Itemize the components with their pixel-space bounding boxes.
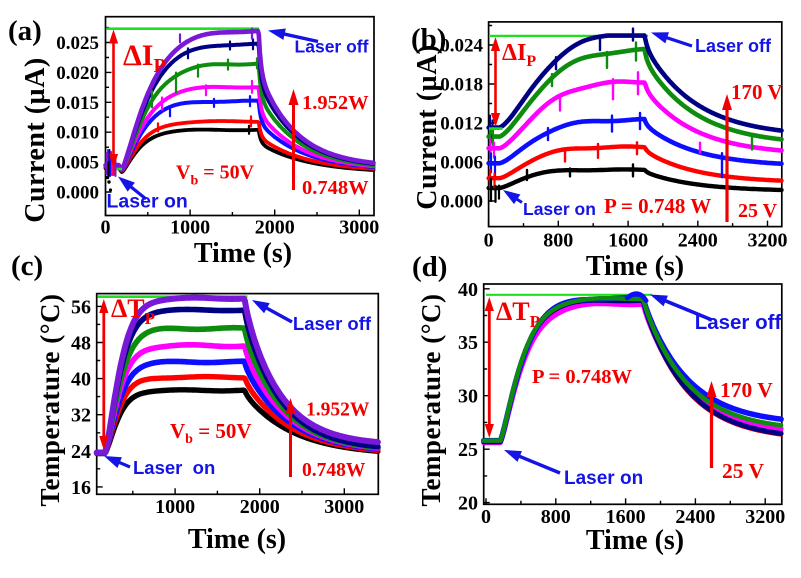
svg-text:Laser off: Laser off [293,313,372,334]
svg-text:Temperature (°C): Temperature (°C) [416,293,446,506]
svg-text:1600: 1600 [608,230,648,252]
svg-text:2400: 2400 [675,506,715,528]
svg-text:0: 0 [484,230,494,252]
svg-text:Laser on: Laser on [523,199,596,219]
svg-text:1000: 1000 [170,217,210,239]
svg-text:0.748W: 0.748W [302,177,369,199]
svg-text:P = 0.748 W: P = 0.748 W [604,194,711,218]
svg-text:Current (µA): Current (µA) [412,44,443,209]
svg-text:Laser on: Laser on [107,191,188,213]
svg-text:3000: 3000 [339,217,379,239]
svg-text:ΔIP: ΔIP [123,39,166,77]
svg-text:0: 0 [101,217,111,239]
svg-text:0.020: 0.020 [56,63,99,84]
svg-text:0.000: 0.000 [440,192,483,213]
svg-text:0.010: 0.010 [56,123,99,144]
svg-text:0.012: 0.012 [440,114,483,135]
svg-text:2000: 2000 [240,496,280,518]
svg-text:20: 20 [458,493,478,515]
svg-text:0.025: 0.025 [56,33,99,54]
svg-text:Laser on: Laser on [564,468,643,489]
svg-text:Time (s): Time (s) [188,524,286,555]
svg-text:56: 56 [71,296,91,318]
svg-text:170 V: 170 V [720,378,773,402]
svg-text:1000: 1000 [155,496,195,518]
svg-text:Temperature (°C): Temperature (°C) [35,293,65,506]
svg-text:Current (µA): Current (µA) [20,57,51,222]
svg-text:0.000: 0.000 [56,183,99,204]
svg-text:1.952W: 1.952W [302,92,369,114]
svg-text:25 V: 25 V [738,200,778,222]
svg-text:(a): (a) [8,15,42,47]
svg-text:3200: 3200 [745,506,785,528]
svg-text:P = 0.748W: P = 0.748W [532,366,632,388]
svg-text:0.018: 0.018 [440,75,483,96]
svg-text:40: 40 [71,369,91,391]
svg-text:1.952W: 1.952W [306,400,370,421]
svg-text:0.005: 0.005 [56,153,99,174]
svg-text:0.015: 0.015 [56,93,99,114]
svg-text:(b): (b) [411,23,446,55]
svg-text:25 V: 25 V [722,459,764,483]
svg-text:Laser off: Laser off [695,36,772,56]
svg-text:170 V: 170 V [731,80,783,104]
svg-text:3200: 3200 [748,230,788,252]
svg-text:2400: 2400 [678,230,718,252]
svg-text:2000: 2000 [255,217,295,239]
svg-text:3000: 3000 [324,496,364,518]
svg-text:48: 48 [71,333,91,355]
svg-text:Laser off: Laser off [695,311,782,334]
svg-text:35: 35 [458,332,478,354]
svg-text:Laser off: Laser off [295,37,369,57]
svg-text:800: 800 [543,230,573,252]
svg-text:Time (s): Time (s) [586,525,684,556]
svg-text:(d): (d) [412,251,447,283]
svg-text:Laser on: Laser on [133,457,215,478]
svg-text:30: 30 [458,386,478,408]
svg-text:1600: 1600 [606,506,646,528]
svg-text:32: 32 [71,405,91,427]
svg-text:24: 24 [71,441,91,463]
svg-text:0.024: 0.024 [440,36,483,57]
svg-text:(c): (c) [11,250,43,282]
svg-text:800: 800 [541,506,571,528]
svg-text:Vb = 50V: Vb = 50V [170,419,252,447]
svg-text:40: 40 [458,279,478,301]
svg-text:Time (s): Time (s) [586,251,684,282]
svg-text:0.748W: 0.748W [302,460,366,481]
svg-text:25: 25 [458,439,478,461]
svg-text:16: 16 [71,477,91,499]
svg-text:0.006: 0.006 [440,153,483,174]
svg-text:Time (s): Time (s) [194,238,292,269]
svg-text:0: 0 [481,506,491,528]
